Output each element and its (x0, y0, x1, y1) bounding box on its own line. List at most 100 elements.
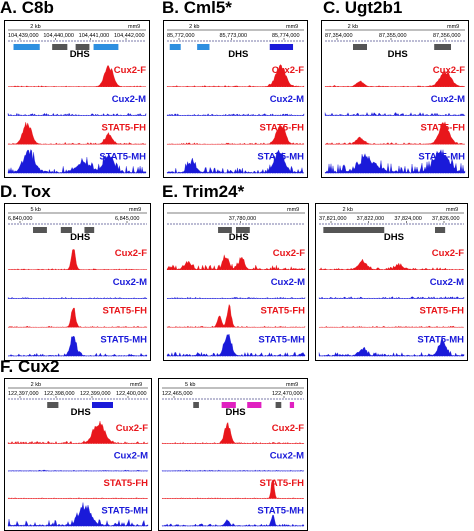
coordinate-label: 104,441,000 (79, 33, 110, 39)
track-label: STAT5-FH (101, 123, 146, 134)
track-label: Cux2-F (432, 248, 464, 259)
assembly-label: mm9 (287, 207, 299, 213)
coordinate-label: 37,826,000 (432, 216, 460, 222)
dhs-mark (236, 227, 250, 233)
scale-label: 2 kb (30, 24, 40, 30)
dhs-mark (323, 227, 385, 233)
assembly-label: mm9 (129, 207, 141, 213)
track-label: Cux2-M (112, 94, 146, 105)
panel-f-title: F. Cux2 (0, 357, 60, 376)
track-label: Cux2-M (270, 451, 304, 462)
track-label: STAT5-MH (257, 151, 304, 162)
dhs-mark (218, 227, 232, 233)
track-label: Cux2-F (433, 65, 465, 76)
panel-b: 2 kb mm9 85,772,000 85,773,000 85,774,000 DHS… (163, 20, 308, 178)
track-label: STAT5-FH (420, 123, 465, 134)
coordinate-label: 104,440,000 (43, 33, 74, 39)
coordinate-label: 37,824,000 (394, 216, 422, 222)
coordinate-label: 85,774,000 (272, 33, 300, 39)
panel-d-title: D. Tox (0, 182, 51, 201)
coordinate-label: 37,822,000 (357, 216, 385, 222)
scale-label: 2 kb (348, 24, 358, 30)
track-label: Cux2-M (114, 451, 148, 462)
panel-c: 2 kb mm9 87,354,000 87,355,000 87,356,000 DHS… (321, 20, 469, 178)
dhs-mark (435, 227, 446, 233)
track-label: STAT5-FH (419, 306, 464, 317)
dhs-mark (353, 44, 367, 50)
dhs-mark (289, 402, 295, 408)
coordinate-label: 85,773,000 (220, 33, 248, 39)
track-label: STAT5-MH (100, 334, 147, 345)
coordinate-label: 122,398,000 (44, 391, 75, 397)
signal-track (166, 64, 305, 87)
signal-track (7, 335, 148, 357)
track-label: STAT5-FH (102, 306, 147, 317)
track-label: STAT5-MH (258, 334, 305, 345)
dhs-label: DHS (229, 232, 249, 243)
dhs-mark (13, 44, 40, 50)
signal-track (166, 254, 306, 271)
coordinate-label: 87,355,000 (379, 33, 407, 39)
scale-label: 2 kb (343, 207, 353, 213)
dhs-mark (197, 44, 210, 50)
dhs-label: DHS (71, 407, 91, 418)
track-label: Cux2-M (431, 94, 465, 105)
scale-label: 5 kb (30, 207, 40, 213)
track-label: Cux2-F (115, 248, 147, 259)
track-label: STAT5-MH (257, 506, 304, 517)
dhs-mark (434, 44, 451, 50)
track-label: STAT5-FH (259, 478, 304, 489)
track-label: Cux2-F (116, 423, 148, 434)
track-label: STAT5-MH (99, 151, 146, 162)
track-label: Cux2-M (430, 277, 464, 288)
signal-track (318, 337, 465, 357)
panel-f2: 5 kb mm9 122,465,000 122,470,000 DHS Cux2-F Cu… (158, 378, 308, 531)
dhs-mark (33, 227, 47, 233)
track-label: STAT5-FH (103, 478, 148, 489)
signal-track (166, 333, 306, 357)
coordinate-label: 104,439,000 (8, 33, 39, 39)
track-label: Cux2-F (272, 423, 304, 434)
track-label: STAT5-FH (260, 306, 305, 317)
coordinate-label: 37,821,000 (319, 216, 347, 222)
track-label: Cux2-M (271, 277, 305, 288)
track-label: STAT5-FH (259, 123, 304, 134)
signal-track (324, 70, 466, 87)
coordinate-label: 6,840,000 (8, 216, 32, 222)
coordinate-label: 122,400,000 (116, 391, 147, 397)
signal-track (318, 258, 465, 270)
signal-track (324, 149, 466, 174)
panel-b-title: B. Cml5* (162, 0, 232, 17)
dhs-mark (75, 44, 90, 50)
dhs-label: DHS (388, 49, 408, 60)
track-label: STAT5-MH (418, 151, 465, 162)
coordinate-label: 122,399,000 (80, 391, 111, 397)
dhs-mark (247, 402, 262, 408)
dhs-mark (221, 402, 236, 408)
panel-e2: 2 kb mm9 37,821,000 37,822,000 37,824,000 37,… (315, 203, 468, 361)
dhs-mark (193, 402, 199, 408)
dhs-mark (84, 227, 95, 233)
coordinate-label: 85,772,000 (167, 33, 195, 39)
assembly-label: mm9 (286, 382, 298, 388)
track-label: STAT5-MH (417, 334, 464, 345)
assembly-label: mm9 (128, 24, 140, 30)
assembly-label: mm9 (446, 207, 458, 213)
signal-track (7, 122, 147, 145)
scale-label: 2 kb (189, 24, 199, 30)
track-label: Cux2-F (114, 65, 146, 76)
coordinate-label: 122,397,000 (8, 391, 39, 397)
signal-track (7, 502, 149, 527)
track-label: Cux2-M (270, 94, 304, 105)
signal-track (324, 121, 466, 145)
signal-track (161, 514, 305, 527)
track-label: Cux2-M (113, 277, 147, 288)
dhs-label: DHS (70, 49, 90, 60)
coordinate-label: 122,465,000 (162, 391, 193, 397)
track-label: Cux2-F (272, 65, 304, 76)
scale-label: 2 kb (31, 382, 41, 388)
dhs-mark (269, 44, 294, 50)
scale-label: 5 kb (185, 382, 195, 388)
panel-f: 2 kb mm9 122,397,000 122,398,000 122,399,000… (4, 378, 152, 531)
dhs-mark (169, 44, 181, 50)
